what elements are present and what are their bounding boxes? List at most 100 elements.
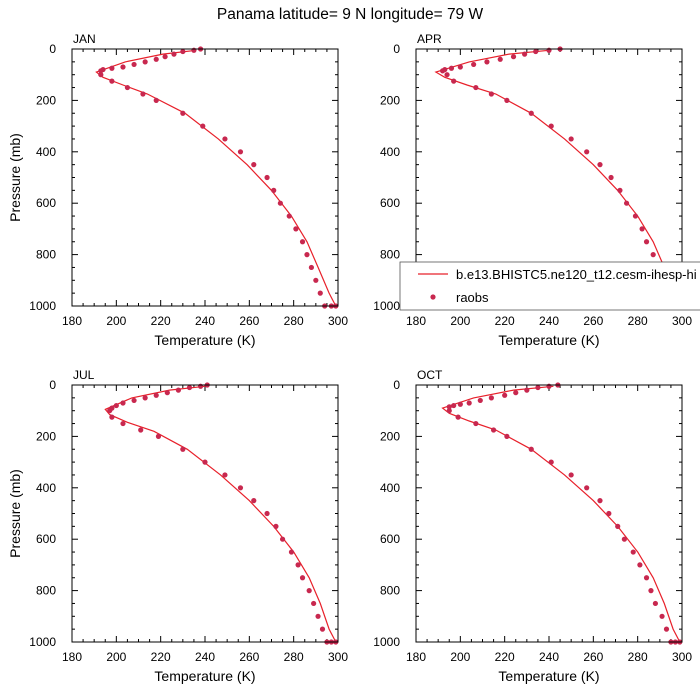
raobs-point: [444, 72, 450, 78]
panels: JAN 180 200 220 240 260 280 300 0 200 400 600 800 100…: [7, 32, 692, 684]
raobs-point: [663, 626, 670, 632]
raobs-point: [471, 61, 477, 68]
plot-frame: [71, 48, 339, 307]
panel-label: JAN: [73, 32, 96, 46]
x-tick-label: 180: [62, 650, 82, 664]
y-tick-label: 1000: [29, 635, 56, 649]
raobs-point: [617, 187, 623, 193]
raobs-point: [120, 400, 126, 406]
x-tick-label: 180: [62, 314, 82, 328]
x-axis-label: Temperature (K): [154, 668, 255, 684]
legend-model-label: b.e13.BHISTC5.ne120_t12.cesm-ihesp-hi: [456, 267, 697, 282]
raobs-point: [109, 65, 115, 71]
x-tick-label: 240: [539, 314, 559, 328]
raobs-point: [109, 414, 115, 420]
raobs-point: [202, 459, 208, 465]
legend-obs-label: raobs: [456, 290, 489, 305]
x-tick-label: 200: [450, 314, 470, 328]
raobs-point: [293, 226, 299, 232]
raobs-point: [120, 64, 126, 70]
raobs-point: [317, 290, 323, 296]
raobs-point: [131, 397, 137, 404]
y-tick-label: 0: [49, 378, 56, 392]
raobs-point: [623, 200, 630, 206]
x-tick-label: 240: [195, 650, 215, 664]
raobs-point: [288, 549, 295, 555]
raobs-point: [113, 402, 119, 409]
raobs-point: [621, 536, 627, 542]
raobs-point: [632, 213, 639, 219]
raobs-point: [171, 51, 177, 57]
raobs-point: [548, 459, 554, 465]
raobs-point: [180, 110, 186, 116]
x-tick-label: 260: [583, 314, 603, 328]
x-tick-label: 220: [151, 650, 171, 664]
raobs-point: [153, 392, 159, 398]
raobs-point: [311, 600, 317, 607]
raobs-point: [524, 387, 530, 393]
raobs-point: [295, 562, 301, 568]
raobs-point: [533, 48, 539, 55]
plot-frame: [415, 384, 683, 643]
raobs-point: [446, 408, 452, 414]
raobs-point: [304, 252, 310, 258]
y-tick-label: 0: [393, 378, 400, 392]
raobs-point: [597, 162, 603, 168]
raobs-point: [584, 149, 590, 155]
y-tick-label: 1000: [373, 299, 400, 313]
x-tick-label: 280: [628, 650, 648, 664]
raobs-point: [473, 420, 479, 427]
raobs-point: [597, 498, 603, 504]
y-tick-label: 200: [380, 429, 400, 443]
raobs-point: [124, 84, 131, 91]
raobs-point: [286, 213, 292, 219]
raobs-point: [308, 264, 314, 271]
y-axis-label: Pressure (mb): [7, 469, 23, 558]
raobs-point: [264, 510, 270, 517]
raobs-point: [180, 48, 186, 55]
panel-jan: JAN 180 200 220 240 260 280 300 0 200 400 600 800 100…: [7, 32, 348, 348]
raobs-point: [606, 510, 612, 517]
raobs-point: [504, 433, 510, 439]
raobs-point: [650, 252, 656, 258]
x-tick-label: 280: [284, 650, 304, 664]
raobs-point: [504, 97, 510, 103]
raobs-point: [319, 626, 326, 632]
y-tick-label: 200: [380, 93, 400, 107]
x-tick-label: 180: [406, 314, 426, 328]
figure-title: Panama latitude= 9 N longitude= 79 W: [217, 6, 484, 23]
raobs-point: [643, 575, 650, 581]
raobs-point: [648, 588, 654, 594]
y-tick-label: 600: [380, 196, 400, 210]
raobs-point: [584, 485, 590, 491]
raobs-point: [197, 383, 204, 389]
y-tick-label: 400: [36, 145, 56, 159]
raobs-point: [546, 47, 552, 53]
y-tick-label: 600: [380, 532, 400, 546]
raobs-point: [142, 395, 148, 401]
raobs-point: [522, 51, 528, 57]
raobs-point: [535, 384, 541, 391]
x-axis-label: Temperature (K): [154, 332, 255, 348]
raobs-point: [299, 239, 306, 245]
raobs-point: [546, 383, 552, 389]
raobs-point: [652, 600, 659, 607]
y-tick-label: 200: [36, 429, 56, 443]
raobs-point: [639, 226, 645, 232]
raobs-point: [175, 387, 181, 393]
raobs-point: [548, 123, 554, 129]
raobs-point: [568, 136, 574, 142]
raobs-point: [153, 56, 159, 62]
x-tick-label: 200: [106, 650, 126, 664]
x-tick-label: 260: [239, 314, 259, 328]
raobs-point: [528, 110, 534, 116]
raobs-point: [251, 162, 257, 168]
legend-box: [399, 261, 700, 311]
y-tick-label: 600: [36, 532, 56, 546]
raobs-point: [484, 59, 490, 65]
x-tick-label: 300: [328, 314, 348, 328]
x-tick-label: 300: [328, 650, 348, 664]
y-axis-label: Pressure (mb): [7, 133, 23, 222]
raobs-point: [264, 174, 270, 181]
